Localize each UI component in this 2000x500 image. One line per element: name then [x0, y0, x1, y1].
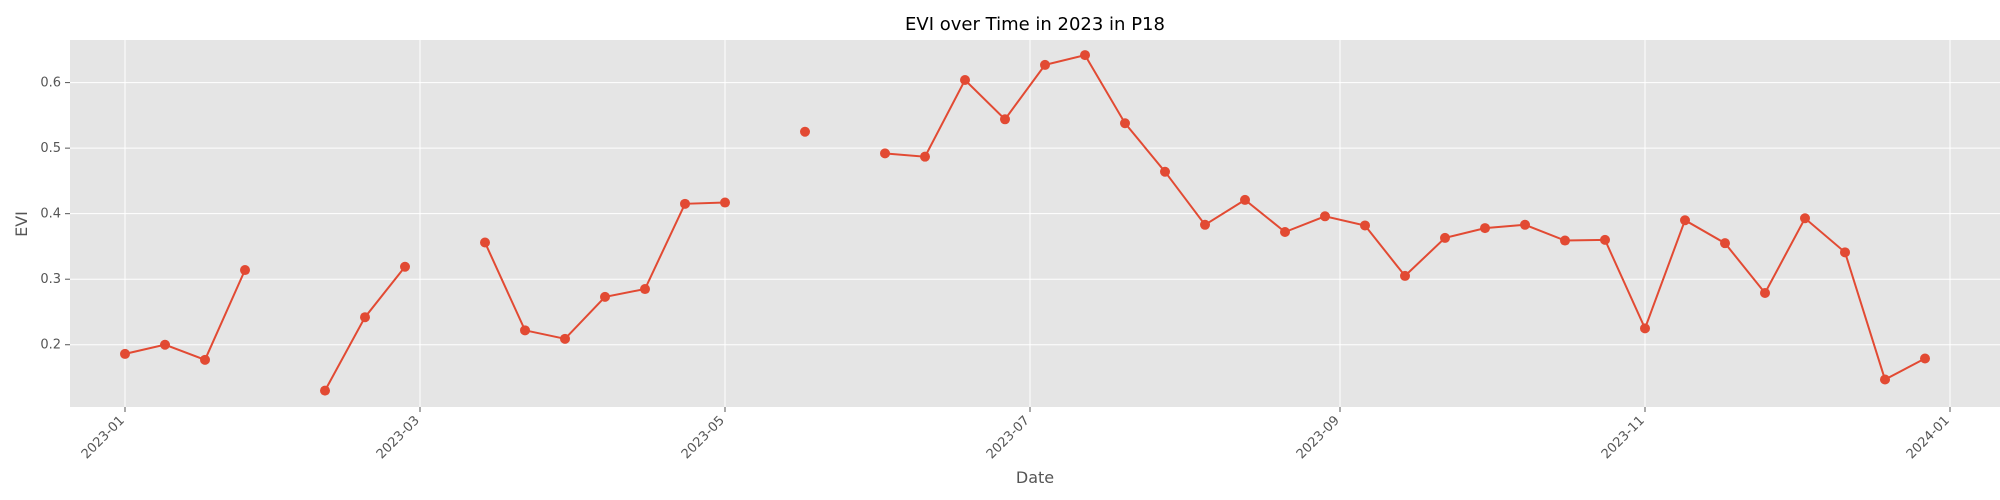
data-point: [1080, 50, 1090, 61]
data-point: [520, 325, 530, 336]
data-point: [1880, 374, 1890, 385]
data-point: [1520, 219, 1530, 230]
y-tick-label: 0.4: [40, 207, 61, 222]
data-point: [1760, 287, 1770, 298]
data-point: [920, 151, 930, 162]
data-point: [360, 312, 370, 323]
data-point: [1800, 213, 1810, 224]
data-point: [1360, 220, 1370, 231]
y-tick-label: 0.2: [40, 338, 61, 353]
data-point: [1640, 323, 1650, 334]
data-point: [1320, 211, 1330, 222]
data-point: [640, 284, 650, 295]
data-point: [560, 333, 570, 344]
data-point: [120, 348, 130, 359]
y-tick-label: 0.3: [40, 272, 61, 287]
data-point: [1280, 227, 1290, 238]
data-point: [720, 197, 730, 208]
data-point: [1440, 232, 1450, 243]
data-point: [200, 354, 210, 365]
data-point: [880, 148, 890, 159]
data-point: [1600, 234, 1610, 245]
y-axis-ticks: 0.2 0.3 0.4 0.5 0.6: [40, 76, 70, 353]
data-point: [1040, 59, 1050, 70]
data-point: [960, 74, 970, 85]
data-point: [320, 385, 330, 396]
data-point: [1680, 215, 1690, 226]
data-point: [1200, 219, 1210, 230]
data-point: [1400, 270, 1410, 281]
data-point: [1480, 223, 1490, 234]
plot-area: [70, 40, 2000, 407]
data-point: [1160, 166, 1170, 177]
data-point: [1240, 194, 1250, 205]
series-line-segment: [124, 269, 246, 362]
y-tick-label: 0.6: [40, 76, 61, 91]
x-axis-label: Date: [1016, 468, 1054, 487]
data-point: [1120, 118, 1130, 129]
data-point: [600, 291, 610, 302]
grid-lines: [70, 40, 2000, 407]
data-point: [480, 237, 490, 248]
y-axis-label: EVI: [12, 211, 31, 237]
data-point: [1840, 247, 1850, 258]
data-point: [1920, 353, 1930, 364]
series-layer: [120, 50, 1930, 396]
data-point: [1560, 235, 1570, 246]
data-point: [240, 265, 250, 276]
data-point: [400, 261, 410, 272]
data-point: [1720, 238, 1730, 249]
data-point: [1000, 114, 1010, 125]
chart-title: EVI over Time in 2023 in P18: [905, 14, 1165, 35]
data-point: [680, 198, 690, 209]
y-tick-label: 0.5: [40, 141, 61, 156]
data-point: [160, 339, 170, 350]
data-point: [800, 126, 810, 137]
